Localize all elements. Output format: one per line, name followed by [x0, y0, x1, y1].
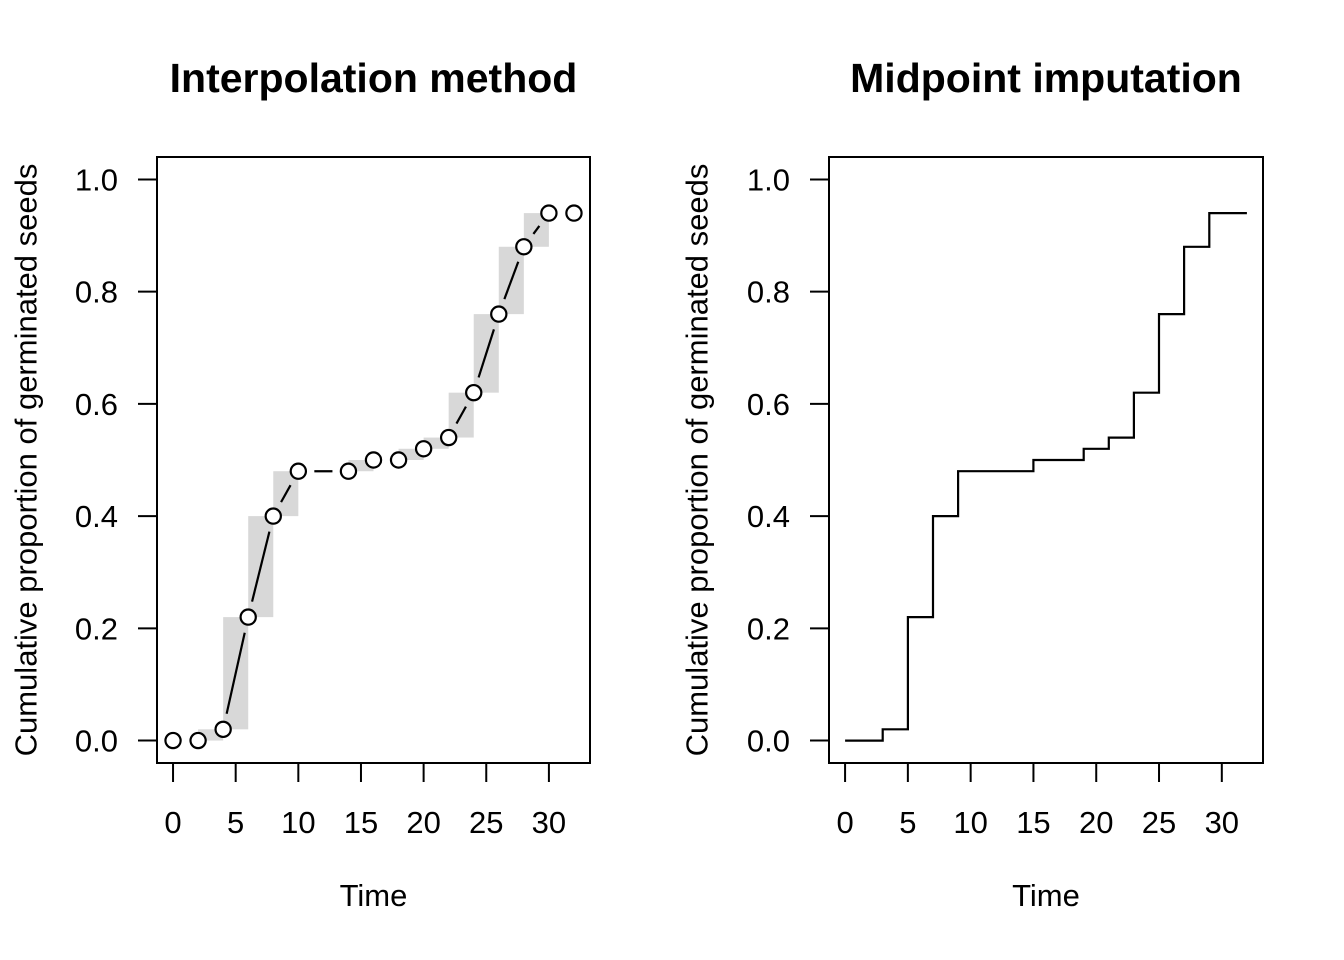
censoring-interval-box: [398, 448, 424, 460]
data-point-marker: [414, 440, 433, 458]
data-point-marker: [164, 731, 182, 750]
data-point-marker: [264, 507, 282, 525]
x-tick-label: 15: [344, 805, 378, 840]
x-tick-label: 10: [953, 805, 987, 840]
data-point-marker: [339, 462, 358, 480]
y-tick-label: 0.0: [75, 724, 118, 759]
data-point-marker: [490, 305, 508, 323]
panel-border: [156, 156, 591, 764]
y-tick-label: 0.6: [747, 387, 790, 422]
data-point-marker: [465, 383, 483, 402]
data-point-marker: [364, 451, 383, 469]
x-tick-label: 30: [532, 805, 566, 840]
censoring-interval-box: [198, 729, 224, 741]
x-tick-label: 25: [469, 805, 503, 840]
left-panel-title: Interpolation method: [169, 55, 578, 101]
data-point-marker: [239, 608, 257, 626]
y-tick-label: 0.6: [75, 387, 118, 422]
connector-segment: [225, 632, 246, 714]
y-tick-label: 0.2: [75, 611, 118, 646]
y-tick-label: 0.4: [75, 499, 118, 534]
connector-segment: [250, 531, 271, 602]
connector-segment: [280, 484, 292, 503]
connector-segment: [455, 406, 467, 425]
connector-segment: [477, 329, 495, 378]
right-panel-xlabel: Time: [1012, 878, 1080, 913]
data-point-marker: [214, 720, 232, 739]
step-function-line: [845, 212, 1247, 742]
y-tick-label: 1.0: [747, 162, 790, 197]
data-point-marker: [565, 204, 583, 222]
data-point-marker: [515, 238, 533, 256]
data-point-marker: [189, 731, 207, 750]
panel-border: [828, 156, 1264, 764]
x-tick-label: 0: [836, 805, 853, 840]
y-tick-label: 0.2: [747, 611, 790, 646]
left-panel-xlabel: Time: [339, 878, 408, 913]
right-panel-title: Midpoint imputation: [850, 55, 1242, 101]
data-point-marker: [540, 204, 558, 222]
data-point-marker: [439, 428, 458, 447]
interpolation-panel-graphics: 0 5 10 15 20 25 30 0.0 0.2 0.4 0.6 0.8 1.0: [75, 156, 591, 840]
x-tick-label: 30: [1205, 805, 1239, 840]
midpoint-imputation-panel-graphics: 0 5 10 15 20 25 30 0.0 0.2 0.4 0.6 0.8 1.0: [747, 156, 1264, 840]
y-tick-label: 0.0: [747, 724, 790, 759]
x-tick-label: 0: [164, 805, 181, 840]
data-point-marker: [389, 451, 408, 469]
x-tick-label: 15: [1016, 805, 1050, 840]
y-tick-label: 0.8: [75, 275, 118, 310]
connector-segment: [503, 261, 520, 300]
x-tick-label: 20: [406, 805, 440, 840]
data-point-marker: [289, 462, 308, 480]
x-tick-label: 25: [1142, 805, 1176, 840]
censoring-interval-box: [348, 460, 374, 472]
x-tick-label: 10: [281, 805, 315, 840]
y-tick-label: 0.8: [747, 275, 790, 310]
x-tick-label: 5: [899, 805, 916, 840]
censoring-interval-box: [423, 437, 449, 449]
x-tick-label: 20: [1079, 805, 1113, 840]
x-tick-label: 5: [227, 805, 244, 840]
y-tick-label: 1.0: [75, 162, 118, 197]
connector-segment: [532, 225, 541, 235]
y-tick-label: 0.4: [747, 499, 790, 534]
